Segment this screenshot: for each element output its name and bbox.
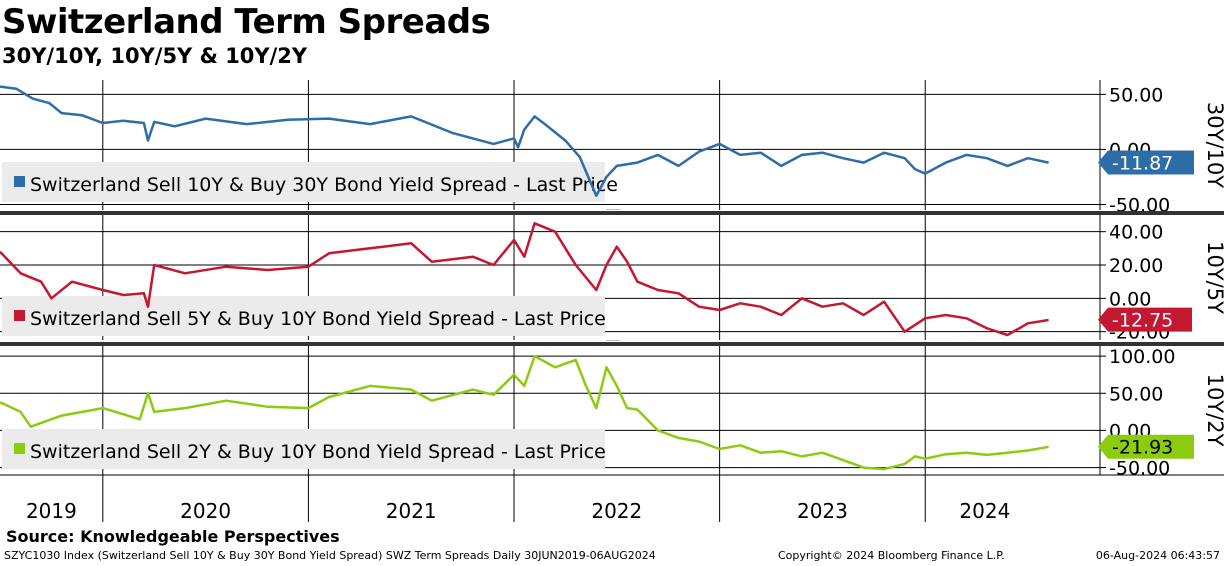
legend-box: [2, 429, 605, 469]
series-line: [0, 85, 1049, 197]
axis-title: 10Y/5Y: [1203, 241, 1224, 314]
copyright-note: Copyright© 2024 Bloomberg Finance L.P.: [778, 549, 1005, 562]
legend-label: Switzerland Sell 5Y & Buy 10Y Bond Yield…: [30, 308, 606, 330]
legend-label: Switzerland Sell 10Y & Buy 30Y Bond Yiel…: [30, 174, 618, 196]
x-tick-label: 2024: [959, 499, 1010, 523]
panel-separator: [0, 211, 1224, 215]
series-line: [0, 354, 1049, 471]
axis-title: 10Y/2Y: [1203, 374, 1224, 447]
x-tick-label: 2019: [26, 499, 77, 523]
source-note: Source: Knowledgeable Perspectives: [6, 527, 340, 546]
series-description: SZYC1030 Index (Switzerland Sell 10Y & B…: [4, 549, 656, 562]
series-line: [0, 222, 1049, 337]
x-tick-label: 2021: [386, 499, 437, 523]
x-tick-label: 2023: [797, 499, 848, 523]
last-price-tag: [1098, 434, 1194, 459]
chart-subtitle: 30Y/10Y, 10Y/5Y & 10Y/2Y: [2, 44, 308, 68]
y-tick-label: 100.00: [1109, 346, 1175, 368]
y-tick-label: 40.00: [1109, 222, 1163, 244]
separator-grip: [606, 209, 620, 210]
legend-swatch: [14, 310, 25, 321]
last-price-tag: [1098, 150, 1194, 175]
last-price-tag: [1098, 307, 1192, 332]
y-tick-label: 20.00: [1109, 255, 1163, 277]
legend-swatch: [14, 176, 25, 187]
x-tick-label: 2022: [591, 499, 642, 523]
y-tick-label: 50.00: [1109, 84, 1163, 106]
panel-separator: [0, 342, 1224, 346]
last-price-value: -11.87: [1112, 152, 1173, 174]
timestamp: 06-Aug-2024 06:43:57: [1095, 549, 1220, 562]
last-price-value: -21.93: [1112, 437, 1173, 459]
legend-label: Switzerland Sell 2Y & Buy 10Y Bond Yield…: [30, 441, 606, 463]
x-tick-label: 2020: [180, 499, 231, 523]
legend-box: [2, 162, 605, 202]
axis-title: 30Y/10Y: [1203, 102, 1224, 188]
legend-box: [2, 296, 605, 336]
last-price-value: -12.75: [1112, 310, 1173, 332]
separator-grip: [606, 340, 620, 341]
y-tick-label: 50.00: [1109, 383, 1163, 405]
y-tick-label: -50.00: [1109, 458, 1170, 480]
y-tick-label: 0.00: [1109, 288, 1151, 310]
legend-swatch: [14, 443, 25, 454]
chart-title: Switzerland Term Spreads: [2, 2, 491, 42]
y-tick-label: -50.00: [1109, 194, 1170, 216]
